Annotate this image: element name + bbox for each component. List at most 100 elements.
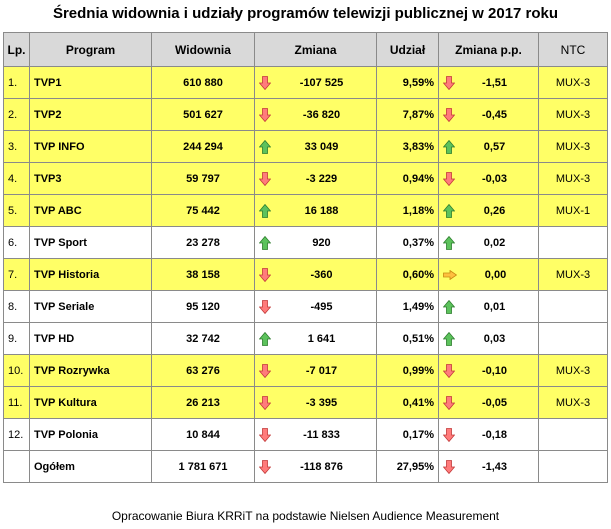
cell-widownia: 38 158 bbox=[151, 258, 255, 291]
cell-zmiana-pp: 0,00 bbox=[438, 258, 539, 291]
cell-udzial: 3,83% bbox=[376, 130, 439, 163]
cell-zmiana: -3 395 bbox=[254, 386, 377, 419]
cell-zmiana-pp: 0,57 bbox=[438, 130, 539, 163]
arrow-down-icon bbox=[259, 107, 271, 122]
cell-zmiana: -495 bbox=[254, 290, 377, 323]
arrow-down-icon bbox=[443, 395, 455, 410]
cell-zmiana-pp-value: 0,26 bbox=[483, 204, 506, 217]
cell-widownia: 610 880 bbox=[151, 66, 255, 99]
arrow-up-icon bbox=[259, 331, 271, 346]
table-title: Średnia widownia i udziały programów tel… bbox=[52, 5, 559, 22]
header-lp: Lp. bbox=[3, 32, 30, 67]
cell-zmiana: -360 bbox=[254, 258, 377, 291]
arrow-down-icon bbox=[443, 171, 455, 186]
cell-lp: 3. bbox=[3, 130, 30, 163]
cell-widownia: 63 276 bbox=[151, 354, 255, 387]
cell-zmiana-pp: 0,02 bbox=[438, 226, 539, 259]
cell-zmiana-value: -118 876 bbox=[300, 460, 343, 473]
cell-lp: 8. bbox=[3, 290, 30, 323]
cell-zmiana-pp-value: 0,00 bbox=[484, 268, 507, 281]
cell-udzial: 0,99% bbox=[376, 354, 439, 387]
cell-udzial: 0,94% bbox=[376, 162, 439, 195]
cell-zmiana-pp: -0,18 bbox=[438, 418, 539, 451]
cell-widownia: 1 781 671 bbox=[151, 450, 255, 483]
cell-program: TVP Polonia bbox=[29, 418, 152, 451]
cell-widownia: 75 442 bbox=[151, 194, 255, 227]
arrow-down-icon bbox=[259, 267, 271, 282]
audience-table: Lp. Program Widownia Zmiana Udział Zmian… bbox=[3, 32, 608, 483]
arrow-down-icon bbox=[443, 459, 455, 474]
table-body: 1. TVP1 610 880 -107 525 9,59% -1,51 MUX-3 2. TV… bbox=[3, 66, 608, 483]
cell-zmiana-value: -107 525 bbox=[299, 76, 344, 89]
arrow-up-icon bbox=[443, 139, 455, 154]
cell-udzial: 0,17% bbox=[376, 418, 439, 451]
table-row: 2. TVP2 501 627 -36 820 7,87% -0,45 MUX-3 bbox=[3, 98, 608, 131]
cell-udzial: 9,59% bbox=[376, 66, 439, 99]
cell-ntc bbox=[538, 290, 608, 323]
cell-zmiana-value: -36 820 bbox=[302, 108, 341, 121]
cell-zmiana-pp-value: 0,01 bbox=[483, 300, 506, 313]
cell-widownia: 32 742 bbox=[151, 322, 255, 355]
cell-zmiana-pp-value: 0,57 bbox=[483, 140, 506, 153]
header-program: Program bbox=[29, 32, 152, 67]
cell-ntc: MUX-3 bbox=[538, 98, 608, 131]
cell-lp: 5. bbox=[3, 194, 30, 227]
arrow-up-icon bbox=[259, 203, 271, 218]
cell-widownia: 26 213 bbox=[151, 386, 255, 419]
cell-widownia: 501 627 bbox=[151, 98, 255, 131]
table-row: 11. TVP Kultura 26 213 -3 395 0,41% -0,05 MUX-… bbox=[3, 386, 608, 419]
cell-udzial: 1,49% bbox=[376, 290, 439, 323]
cell-zmiana-value: -11 833 bbox=[303, 428, 340, 441]
cell-udzial: 1,18% bbox=[376, 194, 439, 227]
table-row: 10. TVP Rozrywka 63 276 -7 017 0,99% -0,10 MUX… bbox=[3, 354, 608, 387]
cell-zmiana-value: -360 bbox=[310, 268, 333, 281]
cell-zmiana: 16 188 bbox=[254, 194, 377, 227]
cell-program: TVP HD bbox=[29, 322, 152, 355]
cell-program: TVP Sport bbox=[29, 226, 152, 259]
header-udzial: Udział bbox=[376, 32, 439, 67]
cell-ntc: MUX-3 bbox=[538, 162, 608, 195]
cell-lp bbox=[3, 450, 30, 483]
arrow-up-icon bbox=[443, 299, 455, 314]
cell-program: TVP INFO bbox=[29, 130, 152, 163]
cell-zmiana: -3 229 bbox=[254, 162, 377, 195]
cell-zmiana-pp-value: -1,43 bbox=[481, 460, 508, 473]
cell-zmiana: -107 525 bbox=[254, 66, 377, 99]
cell-ntc: MUX-3 bbox=[538, 354, 608, 387]
cell-ntc: MUX-3 bbox=[538, 66, 608, 99]
cell-widownia: 23 278 bbox=[151, 226, 255, 259]
header-widownia: Widownia bbox=[151, 32, 255, 67]
cell-zmiana-value: 1 641 bbox=[307, 332, 336, 345]
table-row: 6. TVP Sport 23 278 920 0,37% 0,02 bbox=[3, 226, 608, 259]
cell-zmiana-pp-value: -0,05 bbox=[481, 396, 508, 409]
arrow-down-icon bbox=[443, 75, 455, 90]
arrow-down-icon bbox=[259, 363, 271, 378]
cell-zmiana-value: -495 bbox=[310, 300, 333, 313]
cell-zmiana-value: -3 229 bbox=[305, 172, 338, 185]
table-row: 5. TVP ABC 75 442 16 188 1,18% 0,26 MUX-1 bbox=[3, 194, 608, 227]
cell-lp: 10. bbox=[3, 354, 30, 387]
cell-program: TVP Kultura bbox=[29, 386, 152, 419]
cell-zmiana-pp-value: -1,51 bbox=[481, 76, 508, 89]
cell-ntc: MUX-3 bbox=[538, 386, 608, 419]
cell-zmiana-pp-value: -0,45 bbox=[481, 108, 508, 121]
cell-zmiana-pp: -0,45 bbox=[438, 98, 539, 131]
cell-zmiana-pp-value: -0,10 bbox=[481, 364, 508, 377]
arrow-up-icon bbox=[259, 235, 271, 250]
cell-zmiana-value: 920 bbox=[312, 236, 331, 249]
arrow-down-icon bbox=[259, 171, 271, 186]
header-row: Lp. Program Widownia Zmiana Udział Zmian… bbox=[3, 32, 608, 67]
arrow-down-icon bbox=[259, 299, 271, 314]
cell-lp: 9. bbox=[3, 322, 30, 355]
arrow-up-icon bbox=[443, 203, 455, 218]
table-row: 4. TVP3 59 797 -3 229 0,94% -0,03 MUX-3 bbox=[3, 162, 608, 195]
arrow-up-icon bbox=[443, 235, 455, 250]
cell-program: TVP3 bbox=[29, 162, 152, 195]
cell-zmiana-pp-value: 0,02 bbox=[483, 236, 506, 249]
cell-ntc: MUX-3 bbox=[538, 258, 608, 291]
table-row: 9. TVP HD 32 742 1 641 0,51% 0,03 bbox=[3, 322, 608, 355]
cell-lp: 1. bbox=[3, 66, 30, 99]
cell-udzial: 0,37% bbox=[376, 226, 439, 259]
cell-lp: 6. bbox=[3, 226, 30, 259]
cell-zmiana-pp: -1,51 bbox=[438, 66, 539, 99]
